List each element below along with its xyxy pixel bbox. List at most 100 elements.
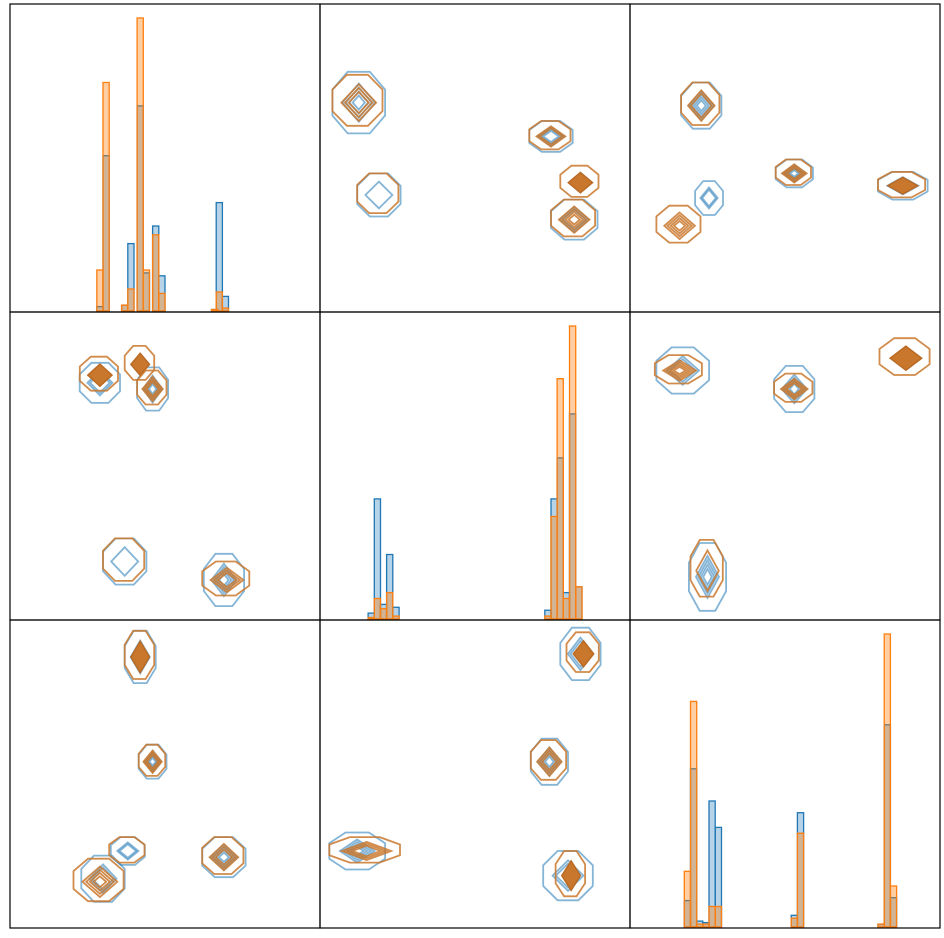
hist-bar bbox=[158, 292, 166, 312]
kde-contour bbox=[217, 851, 231, 864]
hist-bar bbox=[379, 608, 388, 620]
hist-bar bbox=[556, 378, 564, 620]
hist-bar bbox=[883, 633, 892, 928]
panel-r1-c2 bbox=[629, 311, 941, 621]
kde-contour bbox=[147, 382, 158, 396]
hist-bar bbox=[714, 905, 723, 928]
hist-bar bbox=[210, 308, 219, 312]
kde-contour bbox=[672, 219, 687, 232]
kde-contour bbox=[201, 560, 251, 597]
kde-contour bbox=[344, 842, 389, 860]
hist-bar bbox=[373, 597, 382, 620]
kde-contour bbox=[692, 95, 710, 116]
panel-r0-c2 bbox=[629, 3, 941, 313]
kde-contour bbox=[347, 90, 371, 115]
kde-contour bbox=[689, 92, 713, 120]
kde-contour bbox=[785, 381, 804, 397]
hist-bar bbox=[136, 17, 144, 312]
kde-contour bbox=[662, 211, 697, 241]
kde-contour bbox=[148, 756, 157, 768]
kde-contour bbox=[559, 164, 600, 198]
kde-contour bbox=[137, 743, 167, 777]
kde-core bbox=[572, 639, 595, 669]
kde-contour bbox=[653, 354, 703, 385]
kde-contour bbox=[115, 841, 140, 861]
hist-bar bbox=[695, 923, 704, 928]
kde-contour bbox=[782, 379, 807, 399]
hist-bar bbox=[575, 586, 583, 620]
kde-contour bbox=[697, 558, 718, 596]
kde-core bbox=[888, 345, 923, 372]
panel-frame bbox=[629, 619, 941, 929]
kde-contour bbox=[661, 359, 698, 382]
kde-contour bbox=[774, 158, 812, 186]
kde-contour bbox=[671, 365, 688, 376]
hist-bar bbox=[790, 917, 799, 928]
hist-bar bbox=[796, 832, 805, 928]
hist-bar bbox=[689, 700, 698, 928]
kde-contour bbox=[560, 208, 588, 232]
kde-contour bbox=[136, 369, 168, 406]
hist-bar bbox=[708, 905, 716, 928]
kde-contour bbox=[686, 89, 716, 123]
hist-bar bbox=[562, 597, 571, 620]
panel-frame bbox=[629, 3, 941, 313]
kde-contour bbox=[699, 186, 719, 210]
kde-contour bbox=[878, 337, 931, 376]
kde-contour bbox=[201, 836, 245, 875]
kde-contour bbox=[145, 380, 160, 398]
kde-contour bbox=[216, 571, 238, 589]
kde-contour bbox=[564, 210, 585, 229]
kde-contour bbox=[694, 554, 721, 600]
hist-bar bbox=[877, 923, 885, 928]
kde-contour bbox=[779, 377, 810, 401]
panel-r2-c0 bbox=[9, 619, 321, 929]
kde-contour bbox=[535, 746, 563, 778]
kde-contour bbox=[144, 751, 162, 772]
kde-contour bbox=[143, 378, 162, 400]
kde-contour bbox=[339, 840, 394, 862]
kde-core bbox=[560, 859, 582, 892]
hist-bar bbox=[142, 269, 151, 312]
kde-contour bbox=[550, 198, 596, 238]
kde-contour bbox=[364, 180, 394, 210]
kde-contour bbox=[88, 871, 112, 892]
hist-bar bbox=[683, 870, 692, 928]
kde-contour bbox=[695, 98, 708, 113]
kde-contour bbox=[331, 73, 384, 127]
kde-contour bbox=[538, 127, 564, 146]
panel-r0-c0 bbox=[9, 3, 321, 313]
kde-contour bbox=[669, 217, 690, 235]
kde-contour bbox=[541, 752, 558, 772]
kde-contour bbox=[541, 129, 561, 144]
kde-contour bbox=[212, 569, 242, 591]
panel-r2-c1 bbox=[319, 619, 631, 929]
panel-frame bbox=[9, 311, 321, 621]
kde-contour bbox=[699, 562, 716, 591]
kde-contour bbox=[567, 213, 582, 226]
kde-contour bbox=[655, 204, 702, 244]
hist-bar bbox=[151, 234, 160, 312]
kde-contour bbox=[689, 539, 724, 598]
kde-contour bbox=[81, 865, 119, 899]
panel-r1-c0 bbox=[9, 311, 321, 621]
kde-contour bbox=[209, 566, 245, 594]
kde-contour bbox=[694, 180, 724, 216]
kde-core bbox=[130, 639, 151, 675]
panel-frame bbox=[319, 3, 631, 313]
kde-contour bbox=[141, 375, 164, 403]
kde-contour bbox=[214, 848, 234, 867]
kde-contour bbox=[328, 836, 401, 864]
kde-contour bbox=[565, 631, 600, 673]
panel-r1-c1 bbox=[319, 311, 631, 621]
hist-bar bbox=[550, 515, 558, 620]
kde-contour bbox=[84, 868, 115, 895]
kde-core bbox=[886, 176, 920, 195]
kde-contour bbox=[695, 548, 720, 593]
hist-bar bbox=[127, 288, 135, 312]
kde-contour bbox=[783, 165, 806, 182]
kde-contour bbox=[680, 81, 721, 126]
kde-contour bbox=[208, 842, 240, 872]
hist-bar bbox=[221, 307, 230, 312]
panel-r2-c2 bbox=[629, 619, 941, 929]
